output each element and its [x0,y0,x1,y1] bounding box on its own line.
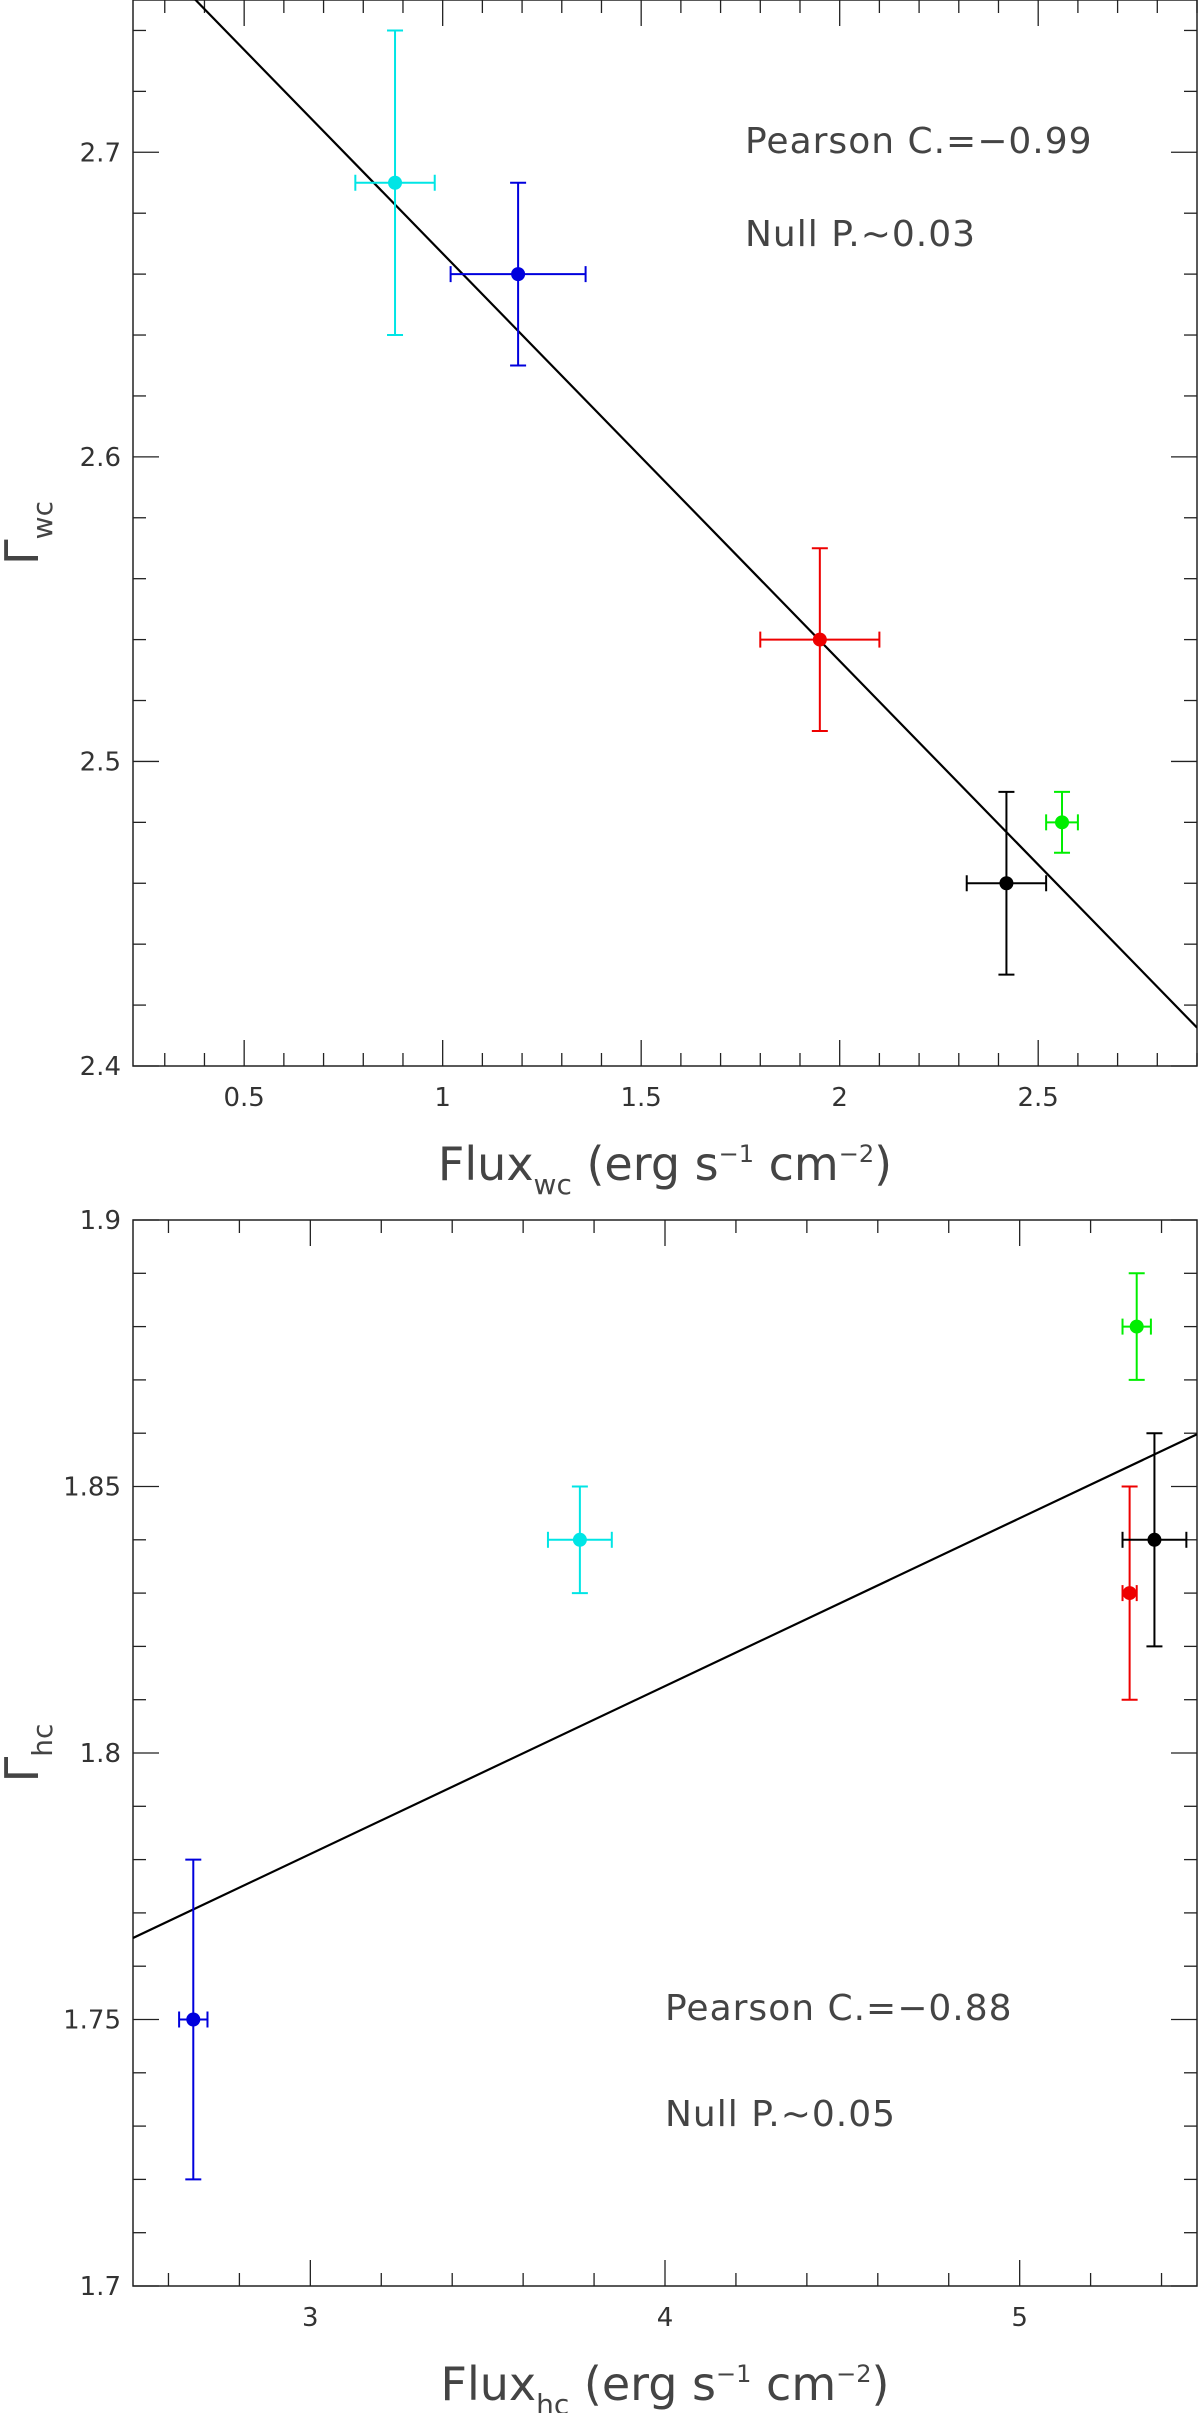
data-point-1 [178,1858,209,2181]
data-point-2 [449,181,587,367]
data-point-1 [354,29,436,337]
data-marker [1055,815,1070,830]
x-axis-label: Fluxhc (erg s−1 cm−2) [441,2357,890,2413]
y-tick-label: 1.9 [80,1206,121,1236]
data-point-5 [1121,1432,1188,1648]
x-tick-label: 2 [831,1083,848,1113]
data-marker [511,267,526,282]
x-tick-label: 5 [1011,2303,1028,2333]
x-tick-label: 1 [434,1083,451,1113]
y-axis-label: Γwc [0,501,59,565]
data-marker [1147,1532,1162,1547]
data-marker [186,2012,201,2027]
y-tick-label: 2.6 [80,443,121,473]
data-marker [388,175,403,190]
data-marker [999,876,1014,891]
y-tick-label: 2.5 [80,747,121,777]
plot-frame [132,0,1198,1067]
y-tick-label: 1.85 [63,1473,121,1503]
x-tick-label: 1.5 [620,1083,661,1113]
chart-panel-1: 0.5 1 1.5 2 2.5 2.4 2.5 2.6 2.7 Pearson C.=−0.99 N… [0,0,1198,1201]
data-point-3 [759,547,881,732]
x-axis-label: Fluxwc (erg s−1 cm−2) [438,1137,892,1201]
y-tick-label: 2.4 [80,1052,121,1082]
annotation-2: Null P.~0.03 [745,214,976,255]
x-tick-label: 3 [302,2303,319,2333]
fit-line [194,0,1197,1029]
data-point-4 [1121,1272,1152,1381]
data-point-4 [965,790,1048,976]
x-tick-label: 0.5 [223,1083,264,1113]
y-tick-label: 1.75 [63,2006,121,2036]
data-point-5 [1045,790,1079,854]
y-axis-label: Γhc [0,1724,59,1783]
data-marker [1129,1319,1144,1334]
data-point-2 [546,1485,613,1595]
data-point-3 [1121,1485,1138,1701]
fit-line [133,1433,1197,1939]
annotation-1: Pearson C.=−0.99 [745,121,1093,162]
y-tick-label: 1.7 [80,2272,121,2302]
data-marker [1122,1586,1137,1601]
y-tick-label: 1.8 [80,1739,121,1769]
x-tick-label: 2.5 [1018,1083,1059,1113]
y-tick-label: 2.7 [80,138,121,168]
x-tick-label: 4 [657,2303,674,2333]
chart-panel-2: 3 4 5 1.7 1.75 1.8 1.85 1.9 Pearson C.=−0.88 Null… [0,1206,1198,2413]
data-marker [812,632,827,647]
annotation-2: Null P.~0.05 [665,2094,896,2135]
annotation-1: Pearson C.=−0.88 [665,1988,1013,2029]
data-marker [572,1532,587,1547]
